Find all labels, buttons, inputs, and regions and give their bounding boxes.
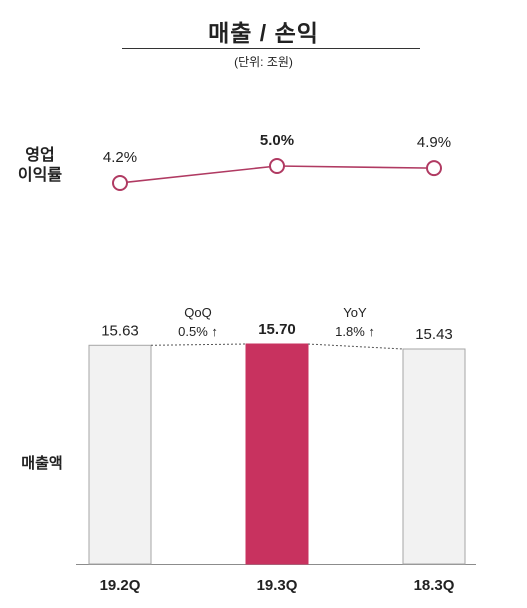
bar-18.3Q [402, 348, 466, 565]
bar-19.3Q [245, 343, 309, 565]
bar-value-label-18.3Q: 15.43 [415, 326, 453, 343]
category-label-19.3Q: 19.3Q [257, 577, 298, 594]
bar-value-label-19.2Q: 15.63 [101, 322, 139, 339]
annotation-YoY-label: YoY [343, 305, 367, 320]
margin-point-18.3Q [426, 160, 442, 177]
unit-label: (단위: 조원) [234, 55, 293, 69]
bar-19.2Q [88, 344, 152, 565]
bar-value-label-19.3Q: 15.70 [258, 321, 296, 338]
annotation-QoQ-value: 0.5% ↑ [178, 324, 218, 339]
revenue-row-label: 매출액 [21, 455, 63, 472]
operating-margin-label-line1: 영업 [25, 147, 55, 164]
margin-point-19.2Q [112, 175, 128, 191]
margin-point-19.3Q [269, 158, 285, 174]
dotted-connector-1 [307, 343, 404, 350]
margin-value-label-18.3Q: 4.9% [417, 134, 451, 151]
margin-value-label-19.3Q: 5.0% [260, 132, 294, 149]
dotted-connector-0 [150, 343, 247, 346]
category-label-18.3Q: 18.3Q [414, 577, 455, 594]
annotation-QoQ-label: QoQ [184, 305, 211, 320]
title-underline [122, 48, 420, 49]
margin-value-label-19.2Q: 4.2% [103, 149, 137, 166]
chart-title: 매출 / 손익 [208, 20, 319, 46]
category-label-19.2Q: 19.2Q [100, 577, 141, 594]
annotation-YoY-value: 1.8% ↑ [335, 324, 375, 339]
operating-margin-label-line2: 이익률 [17, 167, 63, 184]
operating-margin-row-label: 영업 이익률 [14, 146, 66, 186]
